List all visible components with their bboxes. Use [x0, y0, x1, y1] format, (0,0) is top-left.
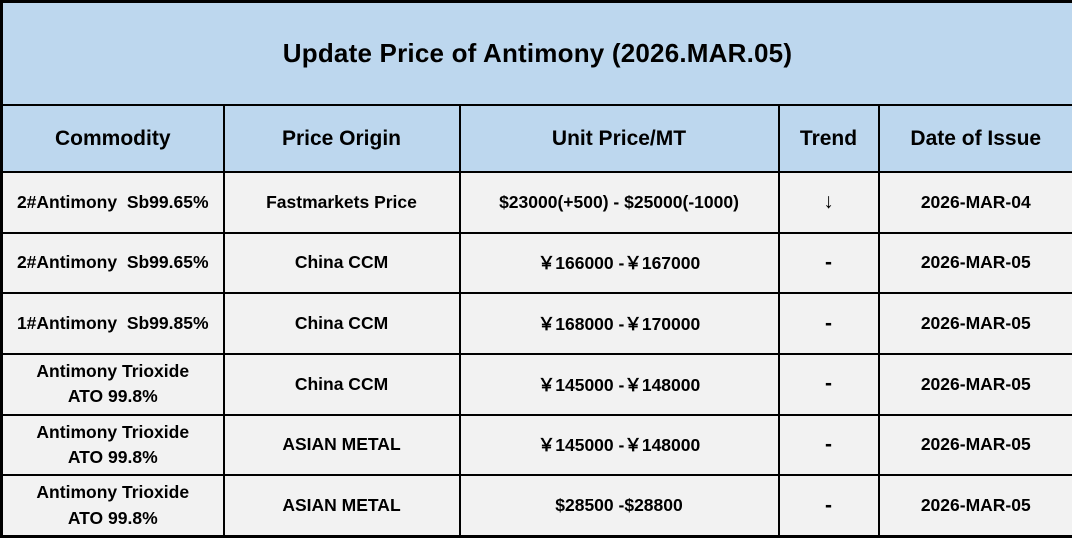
cell-price-origin: China CCM: [222, 231, 461, 295]
cell-unit-price: $28500 -$28800: [458, 474, 780, 538]
page-title: Update Price of Antimony (2026.MAR.05): [0, 0, 1072, 107]
cell-price-origin: ASIAN METAL: [222, 413, 461, 477]
cell-commodity: 1#Antimony Sb99.85%: [0, 292, 225, 355]
cell-date-of-issue: 2026-MAR-05: [877, 231, 1072, 295]
cell-commodity: Antimony Trioxide ATO 99.8%: [0, 413, 225, 477]
column-header-commodity: Commodity: [0, 104, 225, 173]
trend-flat-dash: -: [777, 352, 880, 416]
cell-unit-price: ￥168000 -￥170000: [458, 292, 780, 355]
cell-commodity: Antimony Trioxide ATO 99.8%: [0, 474, 225, 538]
trend-flat-dash: -: [777, 292, 880, 355]
table-row: Antimony Trioxide ATO 99.8% ASIAN METAL …: [0, 474, 1072, 538]
cell-price-origin: Fastmarkets Price: [222, 170, 461, 234]
trend-down-icon: ↓: [777, 170, 880, 234]
cell-unit-price: ￥166000 -￥167000: [458, 231, 780, 295]
header-row: Commodity Price Origin Unit Price/MT Tre…: [0, 104, 1072, 173]
trend-flat-dash: -: [777, 413, 880, 477]
cell-date-of-issue: 2026-MAR-04: [877, 170, 1072, 234]
table-row: 2#Antimony Sb99.65% Fastmarkets Price $2…: [0, 170, 1072, 234]
cell-date-of-issue: 2026-MAR-05: [877, 413, 1072, 477]
cell-unit-price: ￥145000 -￥148000: [458, 413, 780, 477]
table-row: Antimony Trioxide ATO 99.8% ASIAN METAL …: [0, 413, 1072, 477]
cell-price-origin: China CCM: [222, 292, 461, 355]
cell-date-of-issue: 2026-MAR-05: [877, 292, 1072, 355]
column-header-price-origin: Price Origin: [222, 104, 461, 173]
cell-unit-price: $23000(+500) - $25000(-1000): [458, 170, 780, 234]
table-row: 1#Antimony Sb99.85% China CCM ￥168000 -￥…: [0, 292, 1072, 355]
column-header-trend: Trend: [777, 104, 880, 173]
column-header-date-of-issue: Date of Issue: [877, 104, 1072, 173]
cell-date-of-issue: 2026-MAR-05: [877, 352, 1072, 416]
table-row: Antimony Trioxide ATO 99.8% China CCM ￥1…: [0, 352, 1072, 416]
cell-unit-price: ￥145000 -￥148000: [458, 352, 780, 416]
cell-price-origin: China CCM: [222, 352, 461, 416]
cell-commodity: 2#Antimony Sb99.65%: [0, 231, 225, 295]
cell-price-origin: ASIAN METAL: [222, 474, 461, 538]
title-row: Update Price of Antimony (2026.MAR.05): [0, 0, 1072, 107]
cell-date-of-issue: 2026-MAR-05: [877, 474, 1072, 538]
trend-flat-dash: -: [777, 474, 880, 538]
table-row: 2#Antimony Sb99.65% China CCM ￥166000 -￥…: [0, 231, 1072, 295]
trend-flat-dash: -: [777, 231, 880, 295]
column-header-unit-price: Unit Price/MT: [458, 104, 780, 173]
cell-commodity: 2#Antimony Sb99.65%: [0, 170, 225, 234]
cell-commodity: Antimony Trioxide ATO 99.8%: [0, 352, 225, 416]
